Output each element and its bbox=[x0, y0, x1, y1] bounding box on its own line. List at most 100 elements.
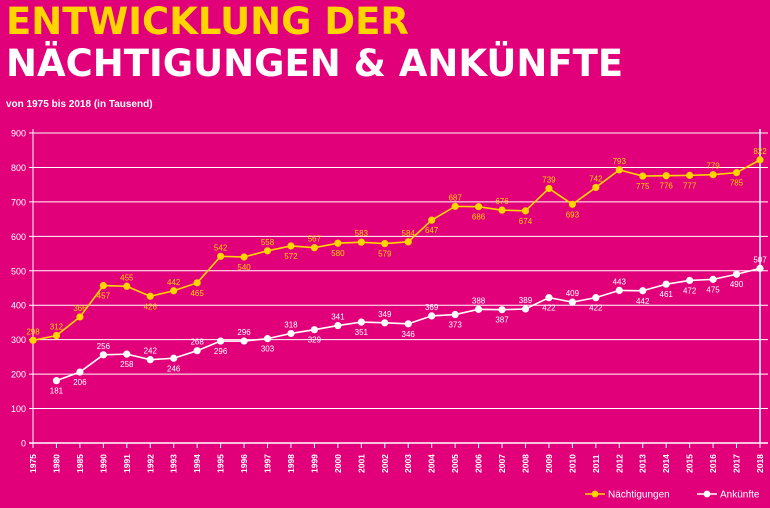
y-tick-label: 400 bbox=[11, 301, 26, 311]
x-tick-label: 2018 bbox=[755, 454, 765, 473]
naechtigungen-point bbox=[732, 169, 741, 177]
y-tick-label: 700 bbox=[11, 197, 26, 207]
y-tick-label: 900 bbox=[11, 129, 26, 139]
y-tick-label: 100 bbox=[11, 404, 26, 414]
naechtigungen-data-label: 366 bbox=[73, 304, 87, 313]
x-tick-label: 2007 bbox=[497, 454, 507, 473]
naechtigungen-point bbox=[381, 239, 389, 248]
ankuenfte-data-label: 268 bbox=[190, 338, 204, 347]
naechtigungen-data-label: 775 bbox=[636, 182, 650, 191]
naechtigungen-point bbox=[170, 287, 178, 295]
ankuenfte-data-label: 256 bbox=[97, 342, 111, 351]
naechtigungen-data-label: 567 bbox=[308, 235, 322, 244]
naechtigungen-data-label: 793 bbox=[613, 157, 627, 166]
ankuenfte-point bbox=[146, 356, 154, 364]
ankuenfte-point bbox=[310, 326, 319, 334]
ankuenfte-data-label: 387 bbox=[495, 316, 509, 325]
naechtigungen-point bbox=[615, 166, 623, 174]
x-tick-label: 2011 bbox=[591, 454, 601, 473]
x-tick-label: 2009 bbox=[544, 454, 554, 473]
naechtigungen-data-label: 687 bbox=[448, 193, 462, 202]
naechtigungen-data-label: 298 bbox=[26, 327, 40, 336]
naechtigungen-point bbox=[123, 282, 131, 290]
ankuenfte-point bbox=[521, 305, 530, 313]
x-tick-label: 1980 bbox=[51, 454, 61, 473]
x-tick-label: 1998 bbox=[286, 454, 296, 473]
ankuenfte-point bbox=[123, 350, 131, 358]
x-tick-label: 1996 bbox=[239, 454, 249, 473]
x-tick-label: 1995 bbox=[216, 454, 226, 473]
x-tick-label: 1999 bbox=[309, 454, 319, 473]
ankuenfte-point bbox=[240, 337, 248, 345]
ankuenfte-data-label: 472 bbox=[683, 286, 697, 295]
naechtigungen-data-label: 776 bbox=[660, 182, 674, 191]
x-tick-label: 2015 bbox=[685, 454, 695, 473]
naechtigungen-point bbox=[756, 156, 764, 164]
naechtigungen-data-label: 457 bbox=[97, 292, 111, 301]
ankuenfte-point bbox=[474, 305, 483, 313]
x-tick-label: 2012 bbox=[614, 454, 624, 473]
naechtigungen-point bbox=[662, 172, 670, 180]
ankuenfte-point bbox=[498, 306, 506, 314]
naechtigungen-data-label: 739 bbox=[542, 175, 556, 184]
naechtigungen-data-label: 426 bbox=[144, 302, 158, 311]
naechtigungen-data-label: 686 bbox=[472, 213, 486, 222]
x-tick-label: 2016 bbox=[708, 454, 718, 473]
x-tick-label: 1975 bbox=[28, 454, 38, 473]
ankuenfte-data-label: 369 bbox=[425, 303, 439, 312]
x-tick-label: 2005 bbox=[450, 454, 460, 473]
naechtigungen-data-label: 540 bbox=[237, 263, 251, 272]
naechtigungen-point bbox=[592, 183, 600, 192]
ankuenfte-point bbox=[217, 337, 225, 345]
title-line-2: NÄCHTIGUNGEN & ANKÜNFTE bbox=[6, 42, 624, 85]
x-tick-label: 2017 bbox=[732, 454, 742, 473]
ankuenfte-data-label: 318 bbox=[284, 320, 298, 329]
ankuenfte-data-label: 258 bbox=[120, 360, 134, 369]
x-tick-label: 2001 bbox=[356, 454, 366, 473]
ankuenfte-data-label: 475 bbox=[706, 285, 720, 294]
x-tick-label: 2000 bbox=[333, 454, 343, 473]
ankuenfte-point bbox=[170, 354, 178, 362]
ankuenfte-point bbox=[732, 270, 741, 278]
ankuenfte-point bbox=[428, 312, 436, 320]
x-tick-label: 1990 bbox=[98, 454, 108, 473]
x-tick-label: 1985 bbox=[75, 454, 85, 473]
naechtigungen-point bbox=[334, 239, 342, 247]
title-line-1: ENTWICKLUNG DER bbox=[6, 0, 409, 43]
naechtigungen-point bbox=[404, 238, 412, 246]
naechtigungen-legend-marker bbox=[591, 490, 599, 498]
x-tick-label: 2010 bbox=[567, 454, 577, 473]
naechtigungen-legend-label: Nächtigungen bbox=[608, 490, 670, 501]
naechtigungen-data-label: 742 bbox=[589, 174, 603, 183]
ankuenfte-point bbox=[99, 351, 107, 359]
ankuenfte-point bbox=[52, 377, 61, 385]
naechtigungen-point bbox=[686, 171, 694, 179]
subtitle: von 1975 bis 2018 (in Tausend) bbox=[6, 99, 153, 110]
naechtigungen-data-label: 583 bbox=[355, 229, 369, 238]
naechtigungen-point bbox=[99, 281, 107, 290]
x-tick-label: 1991 bbox=[122, 454, 132, 473]
x-tick-label: 1994 bbox=[192, 454, 202, 473]
ankuenfte-data-label: 351 bbox=[355, 328, 369, 337]
naechtigungen-data-label: 822 bbox=[753, 147, 767, 156]
naechtigungen-data-label: 693 bbox=[566, 210, 580, 219]
naechtigungen-data-label: 785 bbox=[730, 179, 744, 188]
naechtigungen-data-label: 777 bbox=[683, 181, 697, 190]
ankuenfte-data-label: 206 bbox=[73, 378, 87, 387]
ankuenfte-legend-label: Ankünfte bbox=[720, 490, 760, 501]
ankuenfte-point bbox=[686, 276, 694, 285]
naechtigungen-data-label: 312 bbox=[50, 323, 64, 332]
ankuenfte-point bbox=[756, 264, 764, 272]
ankuenfte-data-label: 443 bbox=[613, 277, 627, 286]
naechtigungen-data-label: 647 bbox=[425, 226, 439, 235]
naechtigungen-data-label: 779 bbox=[706, 162, 720, 171]
naechtigungen-point bbox=[263, 247, 272, 255]
ankuenfte-data-label: 409 bbox=[566, 289, 580, 298]
y-tick-label: 800 bbox=[11, 163, 26, 173]
ankuenfte-data-label: 422 bbox=[589, 304, 603, 313]
naechtigungen-point bbox=[451, 202, 459, 210]
naechtigungen-point bbox=[709, 171, 717, 179]
ankuenfte-legend-marker bbox=[703, 490, 711, 498]
naechtigungen-point bbox=[287, 242, 295, 250]
x-tick-label: 1993 bbox=[169, 454, 179, 473]
